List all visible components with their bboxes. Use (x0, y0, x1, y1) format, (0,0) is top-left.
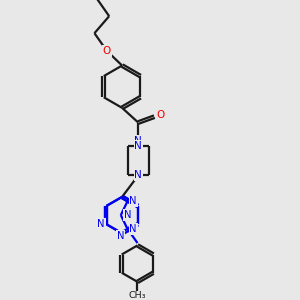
Text: N: N (134, 136, 142, 146)
Text: N: N (134, 170, 142, 180)
Text: N: N (124, 210, 131, 220)
Text: N: N (129, 224, 137, 234)
Text: N: N (134, 141, 142, 151)
Text: O: O (157, 110, 165, 120)
Text: O: O (103, 46, 111, 56)
Text: N: N (97, 219, 105, 229)
Text: N: N (129, 196, 137, 206)
Text: CH₃: CH₃ (129, 291, 146, 300)
Text: N: N (117, 231, 124, 241)
